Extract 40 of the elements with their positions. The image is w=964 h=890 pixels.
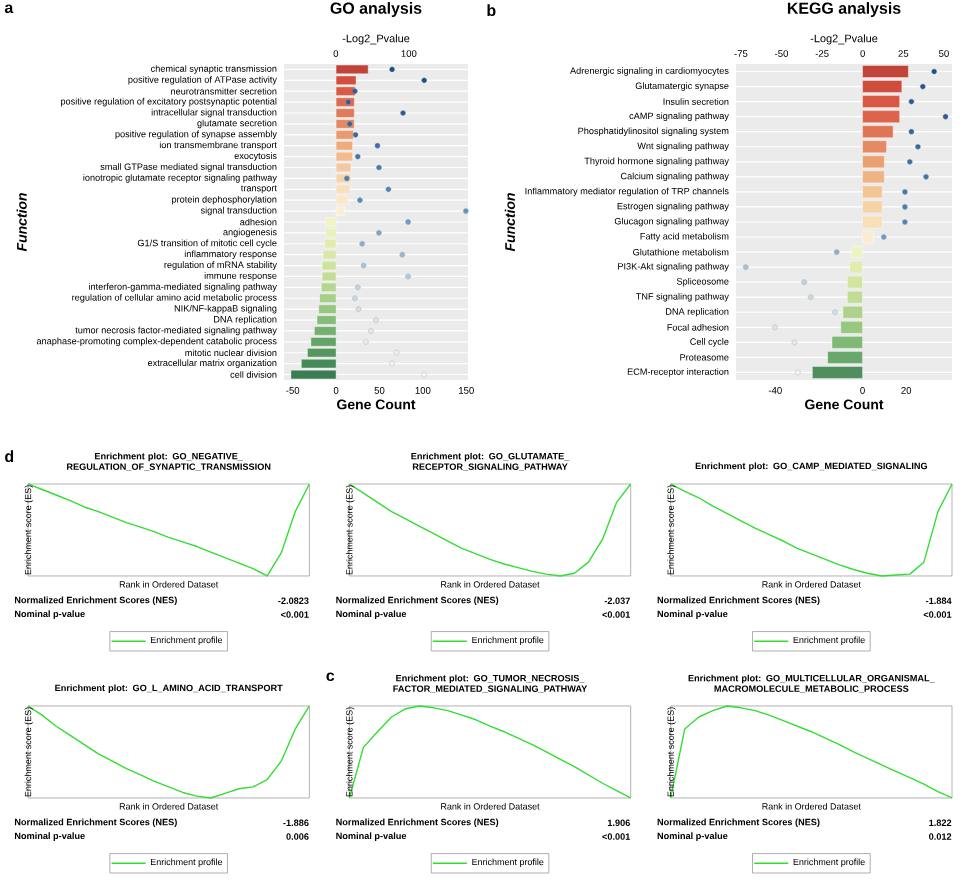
point: [902, 189, 908, 195]
point: [801, 279, 808, 285]
point: [902, 204, 908, 210]
point: [908, 98, 915, 105]
point: [352, 295, 358, 302]
point: [881, 234, 887, 240]
point: [742, 264, 749, 270]
point: [400, 110, 406, 116]
point: [405, 219, 411, 225]
point: [359, 240, 365, 247]
point: [915, 143, 921, 150]
point: [907, 158, 913, 165]
point: [832, 309, 838, 316]
point: [463, 208, 469, 214]
point: [807, 294, 814, 301]
point: [376, 230, 382, 236]
point: [421, 77, 428, 84]
point: [354, 284, 361, 291]
point: [942, 113, 949, 120]
point: [352, 132, 359, 138]
point: [344, 175, 350, 182]
point: [923, 174, 929, 180]
point: [374, 142, 381, 149]
point: [357, 197, 363, 203]
point: [345, 99, 352, 105]
point: [360, 262, 367, 269]
point: [833, 249, 840, 255]
point: [352, 88, 358, 95]
point: [405, 273, 411, 280]
point: [354, 153, 361, 160]
point: [399, 251, 406, 258]
point: [931, 68, 937, 75]
point: [908, 128, 915, 135]
point: [389, 66, 395, 73]
point: [355, 306, 362, 312]
point: [902, 219, 908, 225]
point: [346, 121, 353, 127]
point: [385, 186, 392, 193]
point: [376, 164, 382, 171]
point: [919, 83, 926, 90]
